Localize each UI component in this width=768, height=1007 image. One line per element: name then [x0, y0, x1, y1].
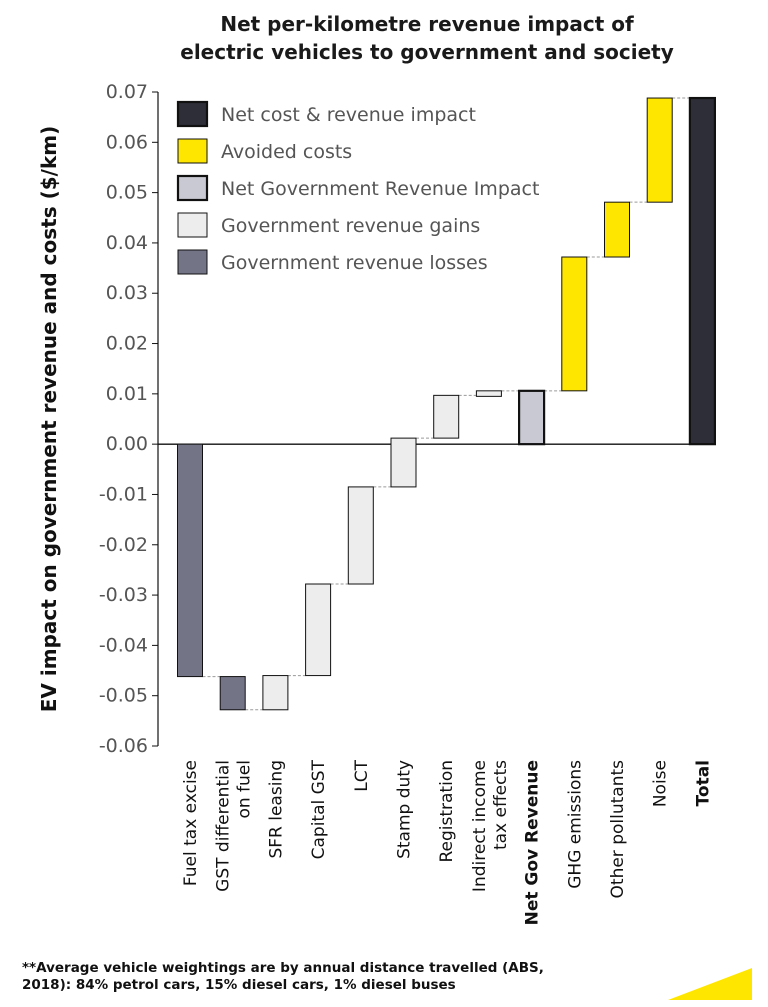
y-tick-label: 0.06 — [106, 131, 148, 153]
footnote-line: 2018): 84% petrol cars, 15% diesel cars,… — [22, 977, 456, 993]
legend: Net cost & revenue impact Avoided costs Ne… — [176, 100, 539, 275]
bar-net — [688, 96, 717, 446]
legend-swatch-net — [176, 100, 209, 128]
footnote: **Average vehicle weightings are by annu… — [22, 960, 582, 994]
bars — [177, 96, 717, 711]
y-tick-label: -0.02 — [99, 534, 148, 556]
chart-title-line: Net per-kilometre revenue impact of — [220, 12, 634, 36]
category-label: Registration — [437, 760, 457, 863]
footnote-line: **Average vehicle weightings are by annu… — [22, 960, 544, 976]
y-axis-label-group: EV impact on government revenue and cost… — [37, 126, 61, 712]
y-tick-label: -0.05 — [99, 685, 148, 707]
y-tick-label: 0.07 — [106, 81, 148, 103]
category-labels: Fuel tax excise GST differential on fuel SF… — [181, 759, 713, 925]
category-label: GST differential — [214, 760, 234, 892]
y-tick-label: 0.03 — [106, 282, 148, 304]
bar-avoided — [646, 97, 673, 203]
logo-beam-icon — [668, 968, 752, 1000]
category-label: Capital GST — [309, 759, 329, 859]
y-tick-label: 0.04 — [106, 232, 148, 254]
category-label: Other pollutants — [608, 760, 628, 899]
connector-lines — [202, 97, 690, 711]
category-label: on fuel — [235, 760, 255, 819]
category-label: Net Gov Revenue — [523, 760, 543, 925]
y-tick-label: 0.02 — [106, 333, 148, 355]
y-tick-label: -0.01 — [99, 483, 148, 505]
category-label: SFR leasing — [266, 760, 286, 859]
legend-swatch-gain — [177, 212, 208, 238]
category-label: Stamp duty — [395, 760, 415, 859]
legend-label: Net cost & revenue impact — [221, 104, 476, 126]
category-label: GHG emissions — [565, 760, 585, 889]
bar-avoided — [561, 256, 588, 392]
category-label: Total — [693, 760, 713, 806]
category-label: Fuel tax excise — [181, 760, 201, 886]
legend-label: Government revenue losses — [221, 252, 488, 274]
legend-label: Government revenue gains — [221, 215, 480, 237]
legend-swatch-loss — [177, 249, 208, 275]
chart-title-line: electric vehicles to government and soci… — [180, 40, 674, 64]
y-tick-label: -0.06 — [99, 735, 148, 757]
y-tick-label: -0.03 — [99, 584, 148, 606]
bar-gain — [262, 675, 289, 711]
bar-loss — [219, 676, 246, 711]
chart-title: Net per-kilometre revenue impact of elect… — [180, 12, 674, 64]
legend-swatch-netgov — [176, 174, 209, 202]
y-tick-label: 0.00 — [106, 433, 148, 455]
category-label: tax effects — [491, 760, 511, 850]
category-label: Indirect income — [470, 760, 490, 892]
bar-gain — [305, 583, 332, 677]
y-tick-label: -0.04 — [99, 634, 148, 656]
y-axis-label: EV impact on government revenue and cost… — [37, 126, 61, 712]
bar-gain — [433, 394, 460, 439]
legend-label: Avoided costs — [221, 141, 352, 163]
legend-swatch-avoided — [177, 138, 208, 164]
legend-label: Net Government Revenue Impact — [221, 178, 539, 200]
bar-gain — [475, 390, 502, 397]
bar-netgov — [517, 389, 546, 446]
y-axis: 0.07 0.06 0.05 0.04 0.03 0.02 0.01 0.00 -0.01 -0.… — [99, 81, 716, 757]
category-label: LCT — [352, 759, 372, 791]
y-tick-label: 0.01 — [106, 383, 148, 405]
category-label: Noise — [651, 760, 671, 807]
bar-avoided — [604, 201, 630, 258]
bar-gain — [390, 437, 417, 488]
bar-gain — [347, 486, 374, 585]
brand-logo-mark — [668, 968, 752, 1000]
y-tick-label: 0.05 — [106, 182, 148, 204]
bar-loss — [177, 443, 203, 678]
